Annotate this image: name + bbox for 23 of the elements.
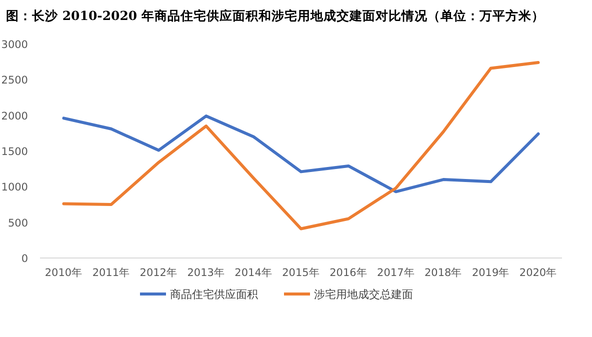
chart-title: 图：长沙 2010-2020 年商品住宅供应面积和涉宅用地成交建面对比情况（单位：万平方米） [6, 8, 544, 23]
x-tick-label: 2020年 [519, 267, 558, 279]
legend-label: 商品住宅供应面积 [170, 288, 258, 301]
y-tick-label: 1000 [1, 182, 28, 194]
x-tick-label: 2014年 [234, 267, 272, 279]
x-tick-label: 2016年 [330, 267, 368, 279]
x-tick-label: 2018年 [424, 267, 462, 279]
x-tick-label: 2017年 [377, 267, 415, 279]
legend-label: 涉宅用地成交总建面 [314, 288, 413, 301]
y-tick-label: 2000 [1, 110, 28, 122]
y-tick-label: 1500 [1, 146, 28, 158]
y-tick-label: 500 [8, 217, 28, 230]
line-series [62, 114, 540, 194]
x-tick-label: 2019年 [472, 267, 510, 279]
line-series [62, 61, 540, 230]
x-tick-label: 2013年 [187, 267, 225, 279]
x-tick-label: 2011年 [92, 267, 130, 279]
x-tick-label: 2015年 [282, 267, 320, 279]
y-tick-label: 2500 [1, 74, 28, 87]
x-tick-label: 2012年 [140, 267, 178, 279]
y-tick-label: 3000 [1, 39, 28, 51]
x-tick-label: 2010年 [44, 267, 83, 279]
y-tick-label: 0 [21, 253, 28, 265]
